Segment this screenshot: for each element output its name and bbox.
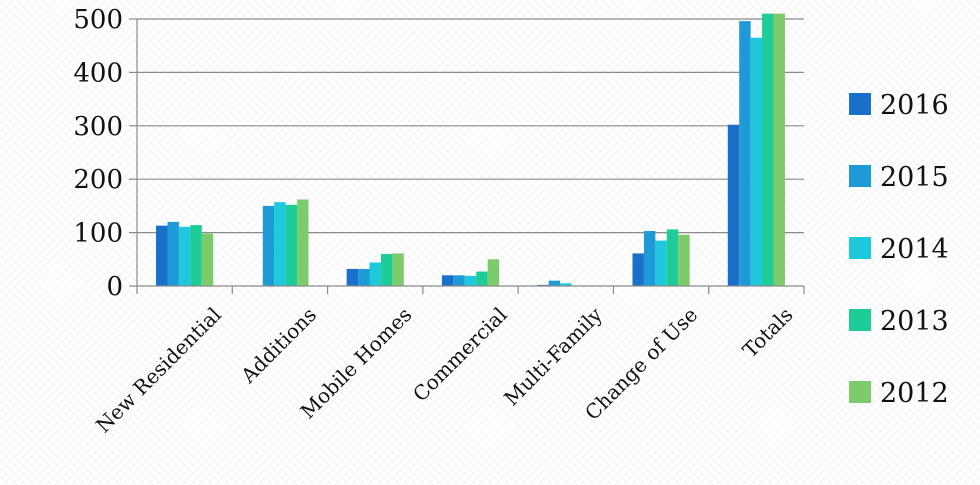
bar-2015-change-of-use	[643, 230, 656, 286]
bar-2012-change-of-use	[678, 234, 690, 286]
bar-2013-additions	[285, 204, 298, 286]
bar-2014-commercial	[464, 275, 477, 286]
bar-2016-change-of-use	[632, 253, 644, 286]
bar-2015-multi-family	[548, 280, 561, 286]
bar-2016-mobile-homes	[346, 268, 359, 286]
y-tick-label: 200	[73, 165, 123, 195]
bar-2012-new-residential	[201, 233, 214, 286]
y-tick-label: 100	[73, 219, 123, 249]
legend-label-2014: 2014	[880, 234, 949, 265]
legend-label-2016: 2016	[880, 90, 949, 121]
bar-2015-new-residential	[167, 221, 179, 286]
legend-swatch-2015	[849, 165, 871, 187]
bar-2015-totals	[739, 21, 751, 287]
legend: 2016 2015 2014 2013 2012	[849, 90, 949, 409]
x-tick-label: Totals	[738, 303, 798, 363]
bar-2012-commercial	[487, 259, 500, 286]
legend-label-2013: 2013	[880, 306, 949, 337]
x-tick-label: Multi-Family	[499, 302, 607, 410]
legend-label-2015: 2015	[880, 162, 949, 193]
y-tick-label: 400	[73, 58, 123, 88]
legend-swatch-2012	[849, 381, 871, 403]
bar-2013-new-residential	[190, 225, 202, 286]
bar-2014-totals	[750, 37, 763, 286]
bar-2012-mobile-homes	[392, 253, 404, 286]
bar-2014-additions	[274, 202, 286, 286]
y-tick-label: 300	[73, 112, 123, 142]
bars	[156, 13, 785, 287]
legend-swatch-2013	[849, 309, 871, 331]
bar-2013-mobile-homes	[380, 253, 393, 286]
legend-swatch-2016	[849, 93, 871, 115]
bar-2013-commercial	[476, 271, 488, 286]
bar-2014-mobile-homes	[369, 262, 381, 286]
gridlines	[137, 18, 804, 234]
bar-2014-multi-family	[560, 283, 572, 286]
axes	[129, 18, 805, 294]
y-tick-labels: 0 100 200 300 400 500	[73, 5, 123, 302]
bar-2013-totals	[762, 13, 774, 286]
y-tick-label: 0	[106, 272, 123, 302]
bar-2013-change-of-use	[666, 229, 679, 286]
x-tick-label: Commercial	[408, 303, 512, 407]
x-tick-label: New Residential	[91, 303, 226, 438]
legend-label-2012: 2012	[880, 378, 949, 409]
x-tick-label: Additions	[235, 303, 321, 389]
legend-swatch-2014	[849, 237, 871, 259]
bar-2016-new-residential	[156, 225, 168, 286]
bar-2015-commercial	[453, 275, 465, 286]
bar-2016-commercial	[441, 275, 454, 286]
bar-2015-additions	[262, 205, 275, 286]
bar-2014-new-residential	[178, 226, 191, 286]
bar-2012-totals	[773, 13, 785, 286]
y-tick-label: 500	[73, 5, 123, 35]
bar-2014-change-of-use	[655, 240, 667, 286]
bar-2015-mobile-homes	[358, 268, 370, 286]
bar-2016-totals	[727, 124, 740, 287]
bar-2012-additions	[297, 199, 309, 286]
